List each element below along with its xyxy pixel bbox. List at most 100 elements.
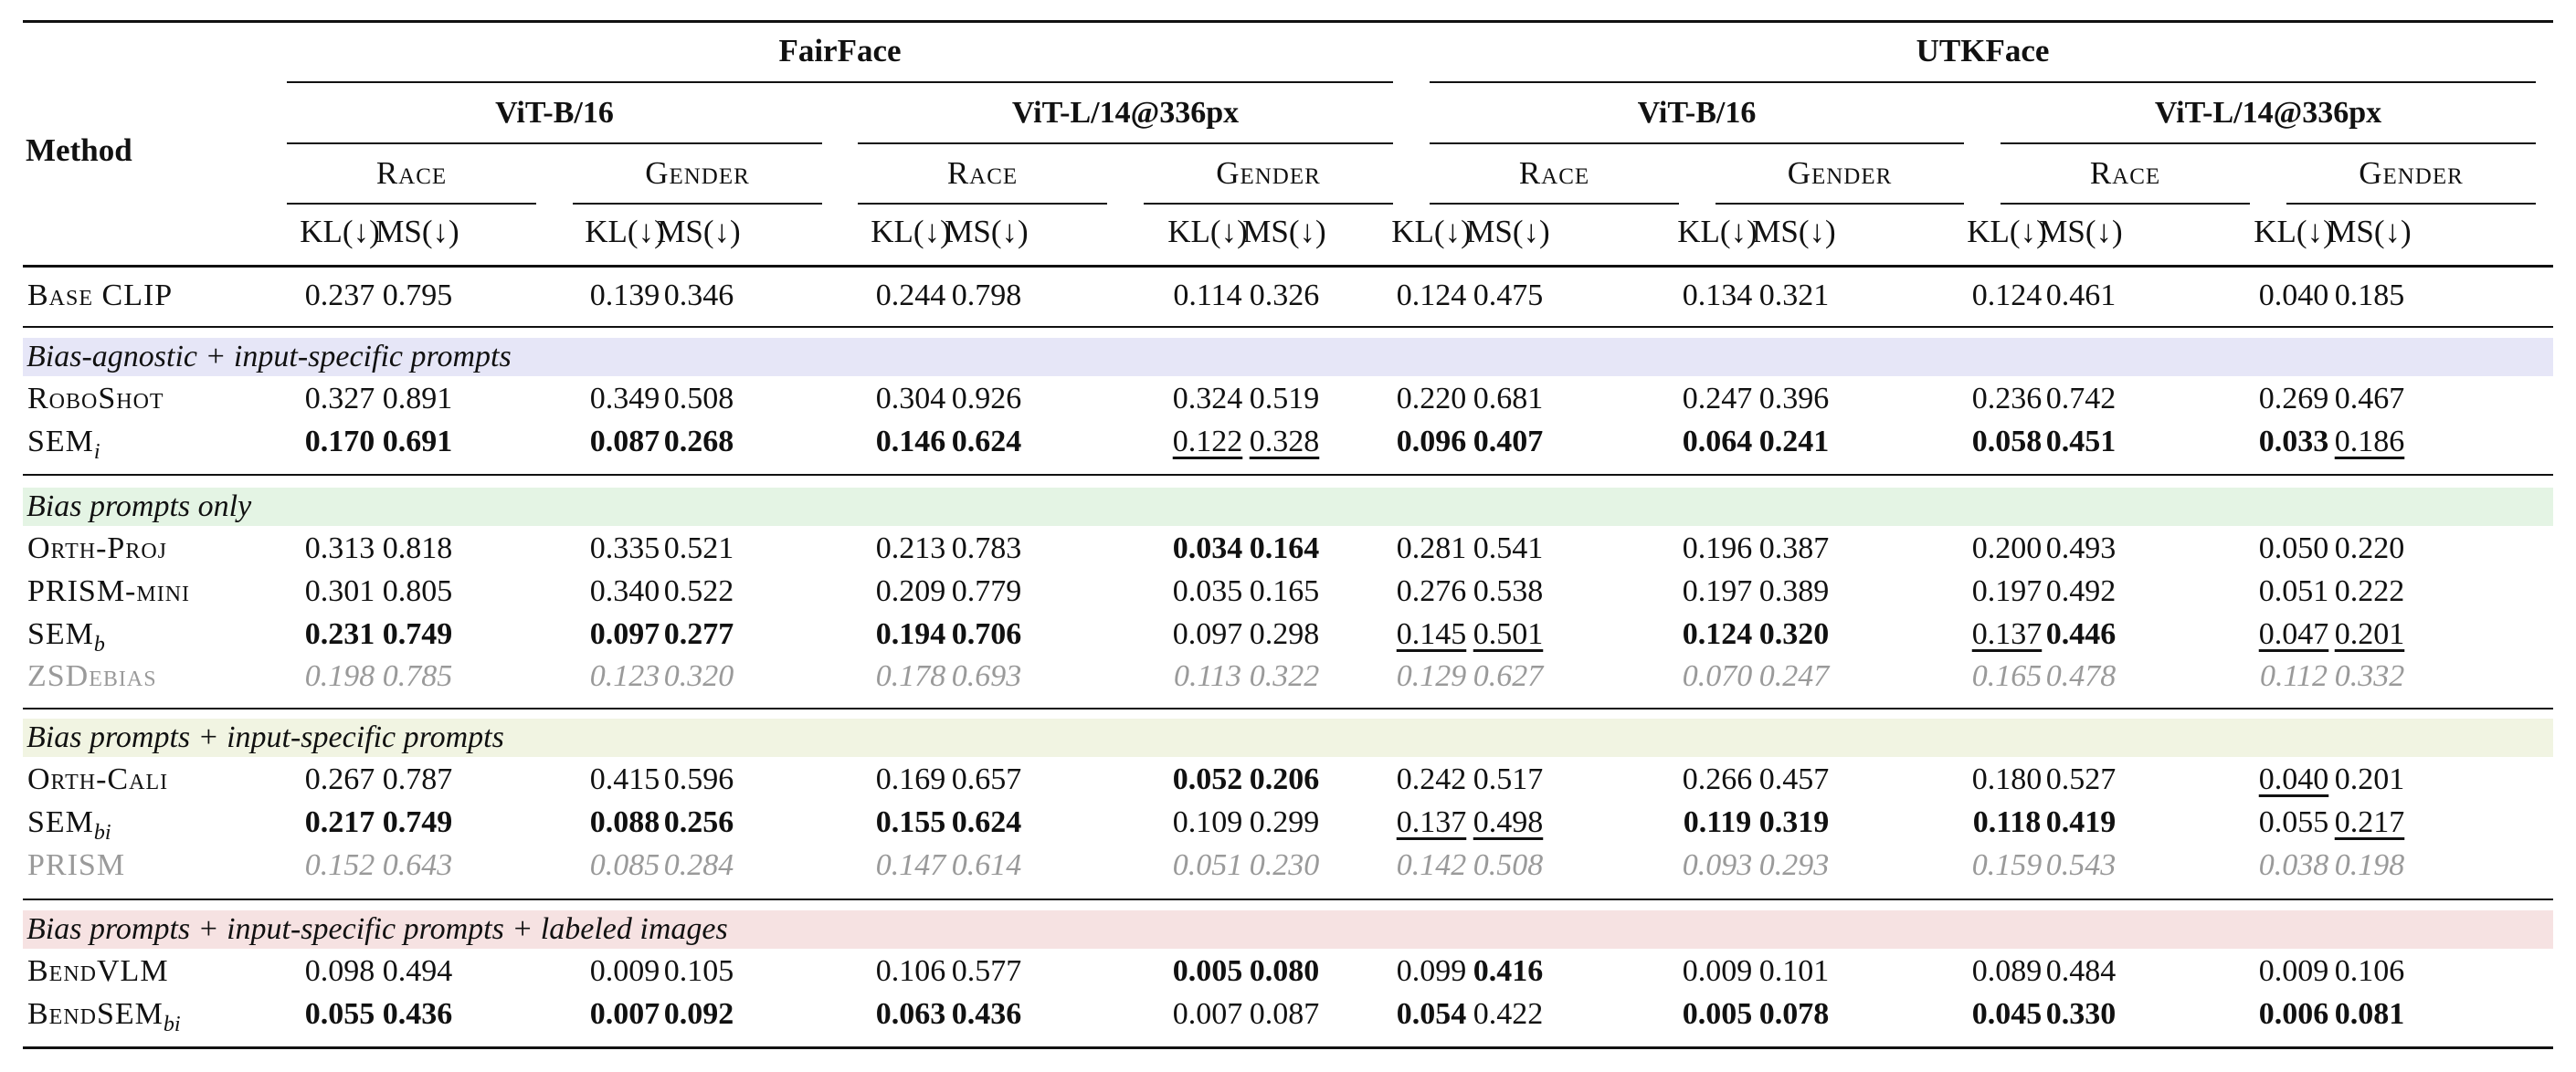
attribute-rule — [2001, 203, 2250, 205]
metric-header: MS(↓) — [657, 214, 741, 249]
cell-value: 0.349 — [589, 382, 660, 415]
cell-value: 0.155 — [875, 805, 946, 839]
cell-value: 0.038 — [2258, 848, 2329, 882]
cell-value: 0.089 — [1971, 954, 2043, 988]
table-cell: 0.045 — [1943, 993, 2071, 1035]
table-row: SEMbi 0.217 0.749 0.088 0.256 0.155 0.624 0.109… — [0, 801, 2576, 845]
cell-value: 0.543 — [2045, 848, 2117, 882]
cell-value: 0.328 — [1249, 425, 1320, 458]
attribute-header: Race — [2089, 155, 2161, 191]
section-label: Bias prompts only — [26, 489, 252, 523]
cell-value: 0.050 — [2258, 531, 2329, 565]
table-cell: 0.178 — [847, 655, 975, 698]
table-cell: 0.009 — [561, 950, 689, 993]
cell-value: 0.522 — [663, 574, 734, 608]
table-cell: 0.038 — [2230, 844, 2358, 887]
cell-value: 0.508 — [1473, 848, 1544, 882]
table-cell: 0.627 — [1444, 655, 1572, 698]
cell-value: 0.624 — [951, 425, 1022, 458]
cell-value: 0.298 — [1249, 617, 1320, 651]
cell-value: 0.093 — [1682, 848, 1753, 882]
table-cell: 0.139 — [561, 274, 689, 317]
method-name-text: SEM — [27, 425, 94, 458]
cell-value: 0.106 — [2334, 954, 2405, 988]
cell-value: 0.096 — [1396, 425, 1467, 458]
method-name: RoboShot — [27, 377, 164, 420]
cell-value: 0.007 — [1172, 997, 1243, 1031]
cell-value: 0.085 — [589, 848, 660, 882]
table-cell: 0.109 — [1144, 801, 1272, 844]
table-cell: 0.436 — [354, 993, 481, 1035]
table-cell: 0.137 — [1943, 613, 2071, 656]
table-cell: 0.624 — [923, 801, 1050, 844]
table-cell: 0.798 — [923, 274, 1050, 317]
table-cell: 0.247 — [1730, 655, 1858, 698]
table-cell: 0.332 — [2306, 655, 2433, 698]
cell-value: 0.293 — [1758, 848, 1830, 882]
section-rule — [23, 326, 2553, 328]
cell-value: 0.320 — [663, 659, 734, 693]
cell-value: 0.217 — [304, 805, 375, 839]
table-row: SEMb 0.231 0.749 0.097 0.277 0.194 0.706 0.097 0… — [0, 613, 2576, 657]
cell-value: 0.795 — [382, 279, 453, 312]
model-header: ViT-B/16 — [495, 96, 614, 130]
table-cell: 0.304 — [847, 377, 975, 420]
table-cell: 0.624 — [923, 420, 1050, 463]
cell-value: 0.040 — [2258, 762, 2329, 796]
table-cell: 0.446 — [2017, 613, 2145, 656]
metric-header: MS(↓) — [1752, 214, 1836, 249]
table-row: BendVLM 0.098 0.494 0.009 0.105 0.106 0.577 0.0… — [0, 950, 2576, 993]
cell-value: 0.058 — [1971, 425, 2043, 458]
cell-value: 0.422 — [1473, 997, 1544, 1031]
table-cell: 0.097 — [1144, 613, 1272, 656]
table-cell: 0.201 — [2306, 613, 2433, 656]
table-cell: 0.484 — [2017, 950, 2145, 993]
table-cell: 0.313 — [276, 527, 404, 570]
cell-value: 0.805 — [382, 574, 453, 608]
table-cell: 0.324 — [1144, 377, 1272, 420]
model-rule — [1430, 142, 1964, 144]
table-cell: 0.114 — [1144, 274, 1272, 317]
model-rule — [287, 142, 822, 144]
table-cell: 0.119 — [1653, 801, 1781, 844]
cell-value: 0.145 — [1396, 617, 1467, 651]
cell-value: 0.146 — [875, 425, 946, 458]
cell-value: 0.198 — [304, 659, 375, 693]
cell-value: 0.099 — [1396, 954, 1467, 988]
cell-value: 0.236 — [1971, 382, 2043, 415]
table-cell: 0.330 — [2017, 993, 2145, 1035]
cell-value: 0.217 — [2334, 805, 2405, 839]
cell-value: 0.220 — [2334, 531, 2405, 565]
metric-header: KL(↓) — [1967, 214, 2047, 249]
table-cell: 0.078 — [1730, 993, 1858, 1035]
table-cell: 0.322 — [1220, 655, 1348, 698]
table-cell: 0.137 — [1367, 801, 1495, 844]
cell-value: 0.785 — [382, 659, 453, 693]
cell-value: 0.006 — [2258, 997, 2329, 1031]
table-cell: 0.891 — [354, 377, 481, 420]
cell-value: 0.320 — [1758, 617, 1830, 651]
table-cell: 0.170 — [276, 420, 404, 463]
cell-value: 0.624 — [951, 805, 1022, 839]
section-band — [23, 488, 2553, 526]
method-name-text: RoboShot — [27, 382, 164, 415]
attribute-header: Gender — [645, 155, 750, 191]
method-name-text: SEM — [27, 805, 94, 839]
table-cell: 0.242 — [1367, 758, 1495, 801]
metric-header: KL(↓) — [871, 214, 951, 249]
cell-value: 0.169 — [875, 762, 946, 796]
table-cell: 0.112 — [2230, 655, 2358, 698]
table-cell: 0.089 — [1943, 950, 2071, 993]
table-cell: 0.033 — [2230, 420, 2358, 463]
cell-value: 0.247 — [1758, 659, 1830, 693]
attribute-rule — [573, 203, 822, 205]
table-cell: 0.301 — [276, 570, 404, 613]
table-cell: 0.231 — [276, 613, 404, 656]
table-cell: 0.035 — [1144, 570, 1272, 613]
metric-header: MS(↓) — [375, 214, 459, 249]
table-cell: 0.779 — [923, 570, 1050, 613]
method-header: Method — [26, 132, 132, 168]
dataset-rule — [287, 81, 1393, 83]
table-cell: 0.129 — [1367, 655, 1495, 698]
